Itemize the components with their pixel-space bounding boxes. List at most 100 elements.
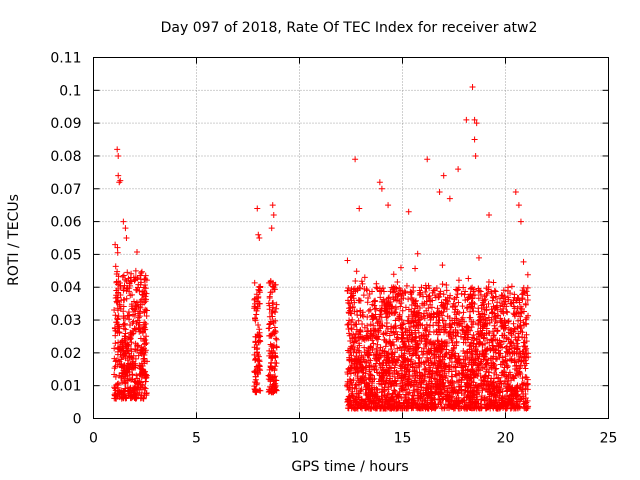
data-point [504,363,511,370]
data-point [132,346,139,353]
data-point [139,365,146,372]
data-point [266,306,273,313]
data-point [504,294,511,301]
data-point [114,249,121,256]
data-point [410,311,417,318]
data-point [475,295,482,302]
data-point [128,329,135,336]
data-point [114,305,121,312]
data-point [114,299,121,306]
data-point [397,264,404,271]
data-point [141,357,148,364]
data-point [465,275,472,282]
data-point [374,341,381,348]
x-tick-label: 0 [89,431,98,447]
data-point [511,325,518,332]
data-point [112,312,119,319]
data-point [138,269,145,276]
data-point [253,341,260,348]
data-point [394,293,401,300]
data-point [525,312,532,319]
data-point [120,272,127,279]
data-point [345,284,352,291]
data-point [111,395,118,402]
data-point [448,359,455,366]
data-point [355,390,362,397]
data-point [131,394,138,401]
data-point [114,348,121,355]
data-point [405,338,412,345]
data-point [358,278,365,285]
data-point [132,378,139,385]
data-point [405,375,412,382]
data-point [142,282,149,289]
data-point [256,337,263,344]
data-point [353,391,360,398]
data-point [453,342,460,349]
data-point [142,285,149,292]
data-point [140,292,147,299]
data-point [367,306,374,313]
data-point [272,373,279,380]
data-point [511,375,518,382]
data-point [125,316,132,323]
x-tick-label: 5 [192,431,201,447]
data-point [368,364,375,371]
data-point [371,355,378,362]
data-point [121,320,128,327]
data-point [419,300,426,307]
data-point [127,335,134,342]
data-point [136,371,143,378]
data-point [397,303,404,310]
data-point [252,357,259,364]
data-point [421,366,428,373]
data-point [138,344,145,351]
data-point [444,294,451,301]
data-point [124,357,131,364]
data-point [125,366,132,373]
data-point [413,333,420,340]
data-point [508,355,515,362]
data-point [135,303,142,310]
x-tick-label: 15 [394,431,412,447]
y-tick-label: 0.01 [50,379,81,395]
data-point [272,382,279,389]
y-tick-label: 0.09 [50,116,81,132]
data-point [441,304,448,311]
data-point [380,285,387,292]
data-point [136,389,143,396]
data-point [252,355,259,362]
data-point [508,283,515,290]
data-point [253,333,260,340]
data-point [253,379,260,386]
data-point [137,335,144,342]
data-point [269,289,276,296]
data-point [491,369,498,376]
data-point [496,354,503,361]
data-point [267,371,274,378]
data-point [252,373,259,380]
data-point [127,277,134,284]
data-point [405,296,412,303]
data-point [118,343,125,350]
data-point [402,325,409,332]
data-point [135,380,142,387]
data-point [114,298,121,305]
data-point [487,378,494,385]
x-axis-title: GPS time / hours [291,459,408,475]
data-point [425,305,432,312]
data-point [120,367,127,374]
data-point [115,313,122,320]
data-point [128,339,135,346]
data-point [524,271,531,278]
y-axis-title: ROTI / TECUs [6,194,22,286]
data-point [133,320,140,327]
data-point [398,317,405,324]
data-point [425,293,432,300]
data-point [255,293,262,300]
x-tick-label: 25 [600,431,618,447]
data-point [508,339,515,346]
data-point [355,317,362,324]
